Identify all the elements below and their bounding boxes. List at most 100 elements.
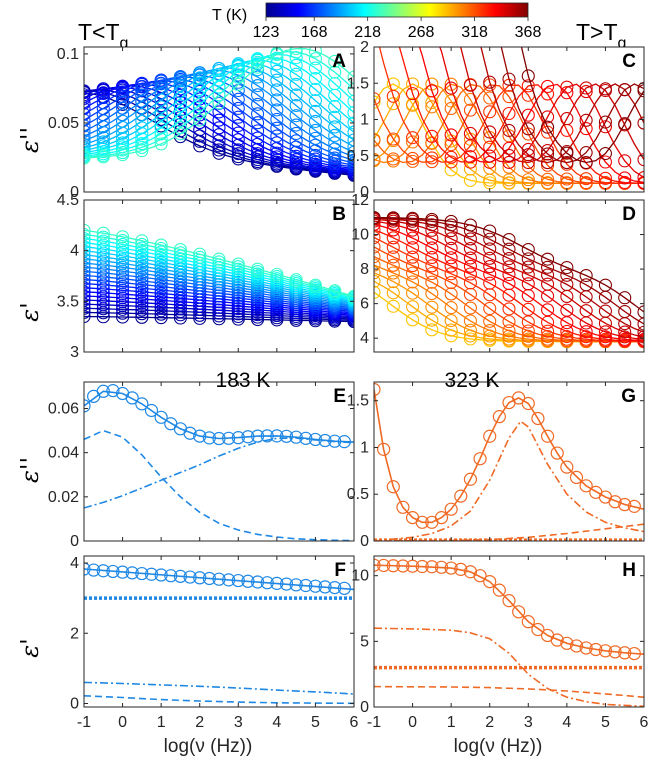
plot-content-D	[374, 210, 644, 349]
spectrum-point	[270, 146, 284, 160]
spectrum-point	[598, 82, 612, 96]
spectrum-point	[231, 110, 245, 124]
spectrum-line	[520, 47, 644, 164]
spectrum-point	[637, 317, 644, 331]
spectrum-point	[560, 268, 574, 282]
spectrum-point	[406, 151, 420, 166]
spectrum-point	[444, 241, 458, 255]
spectrum-point	[386, 240, 400, 254]
spectrum-point	[154, 238, 168, 252]
spectrum-point	[308, 61, 322, 75]
spectrum-point	[270, 136, 284, 150]
spectrum-point	[463, 276, 477, 290]
spectrum-point	[387, 19, 399, 31]
spectrum-point	[289, 126, 303, 141]
data-point	[377, 442, 391, 456]
spectrum-point	[347, 70, 354, 84]
spectrum-point	[425, 151, 439, 165]
spectrum-point	[289, 145, 303, 159]
spectrum-point	[328, 120, 342, 134]
spectrum-point	[308, 104, 322, 118]
data-point	[579, 479, 593, 493]
spectrum-point	[347, 133, 354, 147]
spectrum-point	[135, 281, 149, 295]
spectrum-point	[541, 332, 555, 346]
spectrum-point	[173, 246, 187, 260]
y-tick-label: 3	[70, 344, 79, 361]
spectrum-point	[84, 137, 91, 152]
spectrum-point	[347, 106, 354, 120]
spectrum-point	[251, 97, 265, 111]
axes-box-A	[83, 46, 355, 193]
y-tick-label: 4	[70, 243, 79, 260]
spectrum-point	[212, 80, 226, 94]
spectrum-point	[444, 101, 458, 116]
data-point	[512, 391, 526, 405]
spectrum-point	[154, 276, 168, 290]
spectrum-point	[444, 323, 458, 337]
spectrum-point	[154, 93, 168, 107]
spectrum-point	[541, 324, 555, 338]
spectrum-point	[560, 277, 574, 292]
spectrum-point	[84, 273, 91, 287]
spectrum-point	[231, 257, 245, 271]
spectrum-point	[154, 307, 168, 321]
spectrum-point	[173, 99, 187, 113]
y-tick-label: 12	[351, 192, 369, 209]
spectrum-point	[212, 96, 226, 110]
spectrum-point	[406, 286, 420, 300]
data-point	[473, 569, 487, 583]
spectrum-point	[502, 276, 516, 291]
spectrum-line	[84, 53, 354, 157]
data-point	[579, 641, 593, 655]
spectrum-point	[445, 19, 457, 31]
spectrum-point	[425, 266, 439, 281]
x-tick-label: 5	[311, 714, 320, 731]
spectrum-point	[374, 266, 381, 280]
plot-content-B	[84, 223, 354, 329]
data-point	[512, 605, 526, 619]
spectrum-point	[84, 124, 91, 138]
spectrum-point	[444, 287, 458, 301]
data-point	[434, 511, 449, 525]
spectrum-point	[387, 19, 399, 31]
axes-box-D	[373, 199, 645, 353]
spectrum-point	[541, 277, 555, 291]
spectrum-point	[270, 153, 284, 167]
plot-content-E	[84, 384, 354, 541]
spectrum-point	[541, 120, 555, 134]
spectrum-line	[418, 47, 644, 184]
spectrum-point	[116, 230, 130, 244]
spectrum-point	[154, 286, 168, 301]
spectrum-point	[560, 329, 574, 344]
spectrum-point	[135, 263, 149, 277]
spectrum-point	[444, 94, 458, 108]
colorbar-ticks: 123 168 218 268 318 368	[253, 17, 541, 41]
spectrum-point	[84, 113, 91, 127]
spectrum-point	[347, 125, 354, 139]
spectrum-point	[386, 211, 400, 225]
spectrum-point	[579, 146, 593, 160]
spectrum-point	[502, 148, 516, 162]
spectrum-point	[463, 323, 477, 337]
spectrum-point	[135, 234, 149, 248]
spectrum-point	[406, 211, 420, 225]
spectrum-point	[463, 242, 477, 256]
spectrum-point	[135, 288, 149, 303]
spectrum-point	[154, 132, 168, 146]
series-G-fit-total	[374, 389, 644, 524]
y-tick-label: 0	[70, 184, 79, 201]
spectrum-point	[231, 77, 245, 91]
data-point	[618, 497, 632, 512]
spectrum-point	[445, 19, 457, 31]
spectrum-point	[193, 123, 207, 137]
spectrum-point	[386, 286, 400, 300]
data-point	[627, 499, 641, 513]
spectrum-point	[173, 91, 187, 106]
spectrum-point	[289, 77, 303, 91]
spectrum-point	[374, 152, 381, 167]
spectrum-point	[154, 273, 168, 287]
spectrum-point	[116, 126, 130, 140]
spectrum-point	[84, 91, 91, 106]
panel-label-F: F	[334, 560, 346, 581]
